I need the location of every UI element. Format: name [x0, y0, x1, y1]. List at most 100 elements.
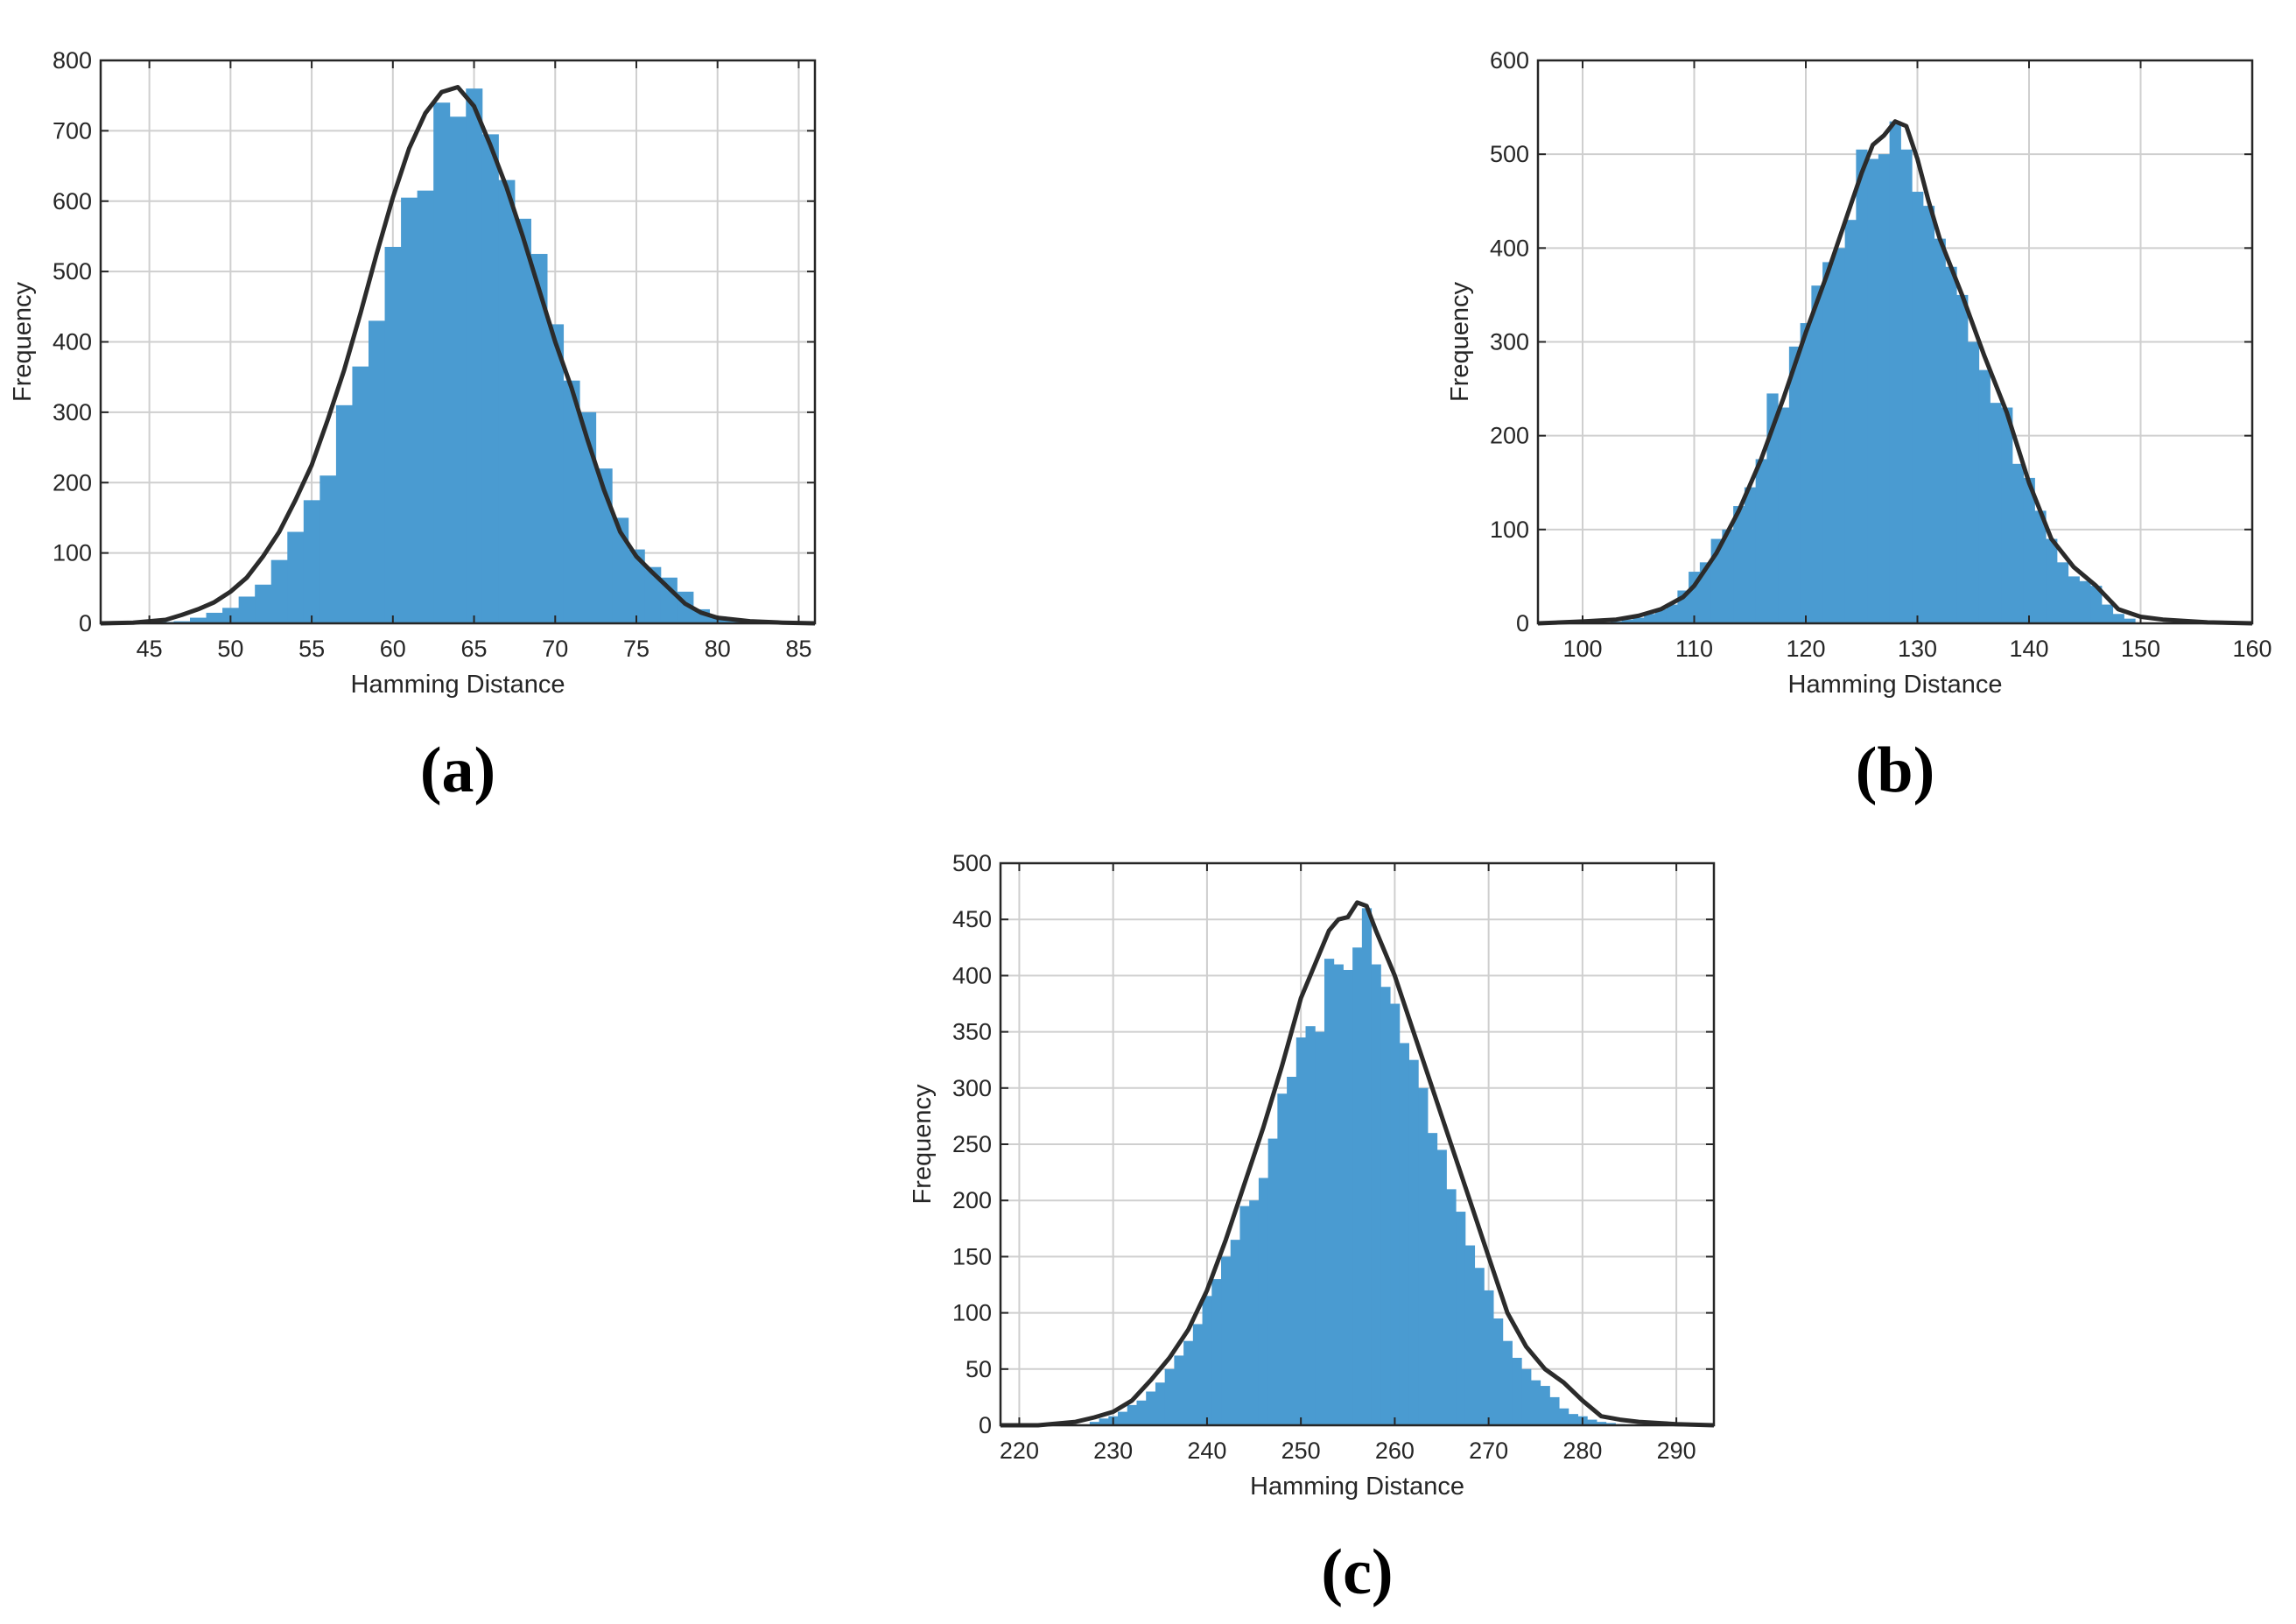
x-tick-label: 260: [1375, 1438, 1415, 1464]
histogram-bar: [1427, 1133, 1438, 1425]
y-tick-label: 50: [965, 1356, 992, 1382]
histogram-bar: [352, 366, 369, 623]
histogram-bar: [2090, 586, 2103, 623]
histogram-bar: [1666, 604, 1678, 623]
histogram-bar: [1352, 947, 1363, 1425]
y-tick-label: 400: [1490, 235, 1529, 261]
histogram-bar: [1390, 1003, 1401, 1425]
histogram-bar: [1788, 346, 1801, 623]
histogram-bar: [1833, 248, 1846, 623]
histogram-bar: [595, 468, 613, 623]
histogram-bar: [1744, 487, 1757, 623]
x-tick-label: 75: [623, 636, 649, 662]
histogram-bar: [1512, 1357, 1522, 1425]
x-tick-label: 150: [2121, 636, 2160, 662]
histogram-bar: [1605, 1423, 1616, 1425]
histogram-bar: [530, 254, 548, 623]
y-axis-label: Frequency: [1446, 281, 1474, 402]
y-tick-label: 600: [53, 188, 92, 214]
histogram-bar: [255, 584, 272, 623]
histogram-bar: [1380, 987, 1391, 1425]
histogram-bar: [1164, 1368, 1175, 1425]
panel-label: (a): [420, 735, 495, 806]
histogram-bar: [1540, 1386, 1550, 1425]
histogram-bar: [1934, 238, 1946, 623]
histogram-bar: [1922, 206, 1935, 623]
histogram-bar: [547, 324, 565, 623]
histogram-bar: [1221, 1256, 1232, 1425]
y-tick-label: 200: [53, 469, 92, 496]
histogram-bar: [1099, 1418, 1109, 1425]
histogram-bar: [1277, 1093, 1288, 1425]
x-tick-label: 130: [1898, 636, 1937, 662]
histogram-bar: [319, 475, 337, 623]
histogram-bar: [1183, 1340, 1194, 1425]
x-tick-label: 70: [542, 636, 568, 662]
histogram-bar: [563, 380, 580, 623]
histogram-bar: [1155, 1382, 1166, 1425]
histogram-bar: [1596, 1422, 1607, 1425]
histogram-panel-c: 220 230 240 250 260 270 280 290 0 50 100 150 200 250 3…: [909, 850, 1716, 1608]
x-tick-label: 290: [1657, 1438, 1696, 1464]
histogram-bar: [612, 517, 629, 623]
fit-curve: [1537, 119, 2253, 626]
histogram-bar: [1889, 121, 1901, 624]
histogram-bar: [1654, 608, 1668, 623]
x-tick-label: 100: [1562, 636, 1602, 662]
histogram-bar: [1315, 1031, 1325, 1425]
histogram-bar: [1766, 393, 1779, 623]
histogram-bar: [1118, 1411, 1128, 1425]
histogram-bar: [1305, 1026, 1316, 1425]
x-tick-label: 250: [1281, 1438, 1321, 1464]
histogram-bar: [1644, 614, 1656, 623]
histogram-bar: [1912, 192, 1924, 624]
histogram-bar: [1174, 1355, 1184, 1425]
histogram-bar: [1699, 562, 1712, 623]
histogram-bar: [1211, 1279, 1222, 1425]
x-tick-label: 50: [217, 636, 243, 662]
y-tick-label: 0: [979, 1412, 992, 1438]
y-tick-label: 300: [1490, 329, 1529, 355]
histogram-bar: [1324, 959, 1335, 1425]
histogram-bar: [1436, 1149, 1447, 1425]
histogram-bar: [466, 88, 483, 623]
histogram-bar: [2101, 604, 2114, 623]
histogram-bar: [1755, 459, 1767, 623]
histogram-bar: [1146, 1391, 1156, 1425]
y-tick-label: 600: [1490, 47, 1529, 74]
histogram-bar: [1230, 1240, 1240, 1425]
histogram-bar: [1492, 1318, 1504, 1425]
fit-curve: [100, 85, 816, 626]
histogram-bar: [335, 404, 353, 623]
histogram-bar: [1361, 908, 1373, 1425]
histogram-bar: [1464, 1245, 1476, 1425]
histogram-bar: [1343, 969, 1353, 1425]
histogram-bar: [1502, 1340, 1513, 1425]
histogram-bar: [1521, 1368, 1532, 1425]
y-tick-label: 400: [952, 962, 992, 988]
x-axis-label: Hamming Distance: [1788, 671, 2003, 699]
histogram-bar: [1844, 220, 1857, 623]
histogram-bar: [2001, 407, 2013, 623]
histogram-bar: [1333, 964, 1344, 1425]
histogram-bar: [2112, 614, 2124, 623]
histogram-bar: [303, 500, 320, 623]
y-tick-label: 500: [53, 258, 92, 285]
histogram-bar: [1287, 1076, 1297, 1425]
histogram-bar: [1967, 341, 1980, 623]
y-tick-label: 100: [53, 540, 92, 566]
histogram-bar: [1192, 1324, 1204, 1425]
histogram-bar: [1484, 1290, 1494, 1425]
y-tick-label: 200: [952, 1187, 992, 1213]
y-tick-label: 400: [53, 329, 92, 355]
histogram-bar: [1371, 964, 1381, 1425]
y-axis-label: Frequency: [9, 281, 37, 402]
y-tick-label: 0: [1516, 610, 1529, 636]
histogram-bar: [1418, 1087, 1429, 1425]
histogram-bar: [384, 246, 402, 623]
histogram-bar: [433, 102, 451, 624]
x-tick-label: 160: [2232, 636, 2271, 662]
x-tick-label: 85: [785, 636, 811, 662]
fit-curve: [1001, 900, 1715, 1428]
